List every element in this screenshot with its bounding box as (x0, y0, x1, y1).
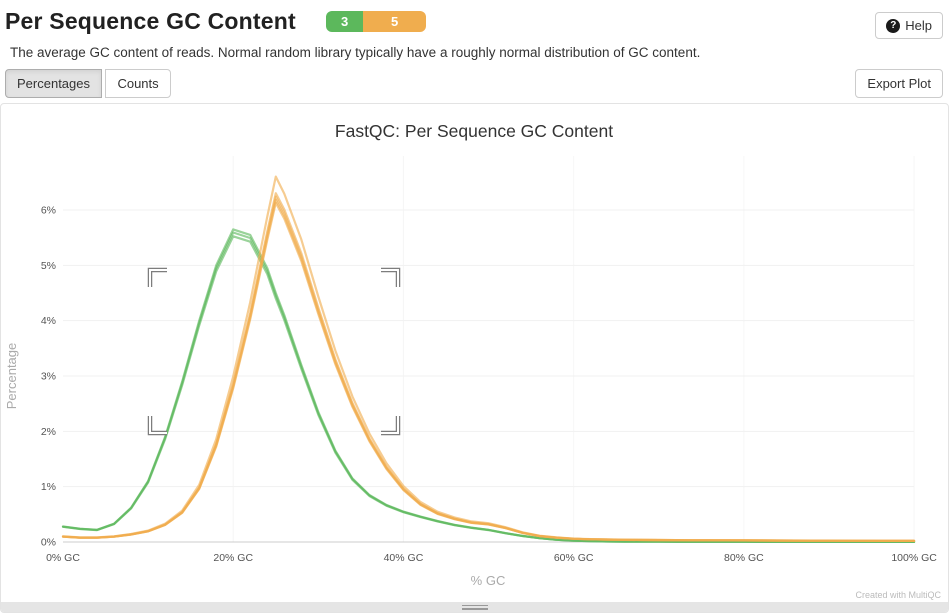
y-tick-label: 1% (41, 481, 56, 493)
x-axis-title: % GC (471, 573, 506, 588)
crop-corner-mark-inner (381, 269, 399, 287)
question-icon: ? (886, 18, 901, 33)
crop-corner-mark-icon (147, 267, 167, 287)
warn-count-badge[interactable]: 5 (363, 11, 426, 32)
plot-toolbar: Percentages Counts Export Plot (0, 69, 949, 98)
percentages-button[interactable]: Percentages (5, 69, 102, 98)
crop-corner-mark-inner (149, 269, 167, 287)
gc-curve-warn-7[interactable] (61, 201, 916, 542)
y-tick-label: 2% (41, 426, 56, 438)
help-button[interactable]: ? Help (875, 12, 943, 39)
plot-resize-handle[interactable] (461, 604, 488, 610)
gc-curve-pass-0[interactable] (61, 228, 916, 543)
section-header: Per Sequence GC Content 3 5 ? Help The a… (0, 0, 949, 60)
chart-title: FastQC: Per Sequence GC Content (335, 121, 613, 141)
y-tick-label: 3% (41, 371, 56, 383)
gc-curve-warn-6[interactable] (61, 198, 916, 542)
gc-curve-warn-4[interactable] (61, 192, 916, 542)
fastqc-status-badge[interactable]: 3 5 (325, 11, 426, 32)
x-tick-label: 40% GC (384, 552, 424, 564)
gc-curve-pass-1[interactable] (61, 231, 916, 543)
x-tick-label: 80% GC (724, 552, 764, 564)
x-tick-label: 20% GC (213, 552, 253, 564)
plot-resize-strip (1, 602, 948, 612)
crop-corner-mark-icon (381, 416, 401, 436)
y-axis-title: Percentage (4, 343, 19, 410)
y-tick-label: 0% (41, 537, 56, 549)
y-tick-label: 6% (41, 205, 56, 217)
crop-corner-mark-inner (381, 416, 399, 434)
counts-button[interactable]: Counts (105, 69, 171, 98)
crop-corner-mark-inner (149, 416, 167, 434)
crop-corner-mark-icon (381, 267, 401, 287)
plot-card: 0% GC 20% GC 40% GC 60% GC 80% GC 100% GC 0% 1%… (0, 103, 949, 613)
x-tick-label: 0% GC (46, 552, 80, 564)
y-tick-label: 4% (41, 315, 56, 327)
section-description: The average GC content of reads. Normal … (10, 45, 701, 60)
multiqc-credit: Created with MultiQC (855, 590, 941, 600)
gc-curve-warn-5[interactable] (61, 195, 916, 542)
pass-count-badge[interactable]: 3 (325, 11, 364, 32)
chart-svg[interactable]: 0% GC 20% GC 40% GC 60% GC 80% GC 100% GC 0% 1%… (1, 104, 948, 602)
units-button-group: Percentages Counts (5, 69, 171, 98)
x-tick-label: 60% GC (554, 552, 594, 564)
page-title: Per Sequence GC Content (5, 8, 296, 34)
y-tick-label: 5% (41, 260, 56, 272)
export-plot-button[interactable]: Export Plot (855, 69, 943, 98)
x-tick-label: 100% GC (891, 552, 937, 564)
crop-corner-mark-icon (147, 416, 167, 436)
gc-curve-pass-2[interactable] (61, 235, 916, 543)
help-button-label: Help (905, 18, 932, 33)
